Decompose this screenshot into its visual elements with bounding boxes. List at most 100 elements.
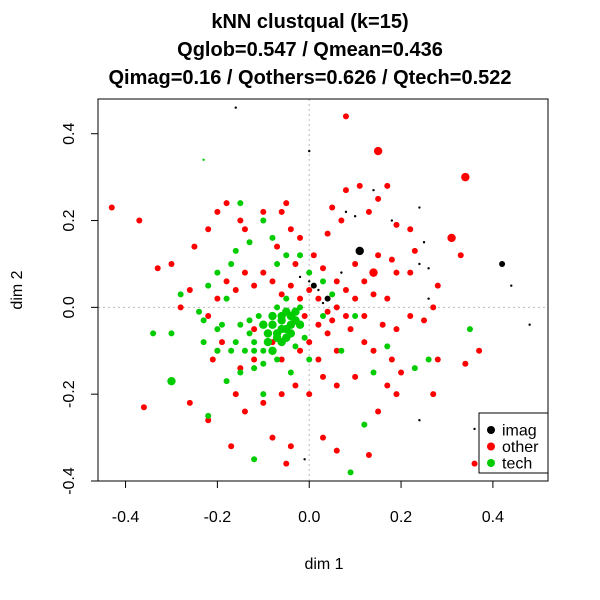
data-point xyxy=(255,313,262,320)
data-point xyxy=(278,391,285,398)
data-point xyxy=(306,356,313,363)
legend-marker-imag xyxy=(487,426,495,434)
data-point xyxy=(251,326,258,333)
data-point xyxy=(234,106,237,109)
y-tick-label: 0.0 xyxy=(61,296,78,318)
data-point xyxy=(241,408,248,415)
data-point xyxy=(329,291,336,298)
data-point xyxy=(177,304,184,311)
data-point xyxy=(274,260,281,267)
data-point xyxy=(268,311,277,321)
data-point xyxy=(329,204,336,211)
data-point xyxy=(292,343,299,350)
data-point xyxy=(352,373,359,380)
data-point xyxy=(241,226,248,233)
data-point xyxy=(361,421,368,428)
data-point xyxy=(200,339,207,346)
data-point xyxy=(425,356,432,363)
data-point xyxy=(269,278,276,285)
data-point xyxy=(361,278,368,285)
data-point xyxy=(324,230,331,237)
data-point xyxy=(205,313,212,320)
data-point xyxy=(200,317,207,324)
x-tick-label: 0.0 xyxy=(298,509,320,526)
data-point xyxy=(168,260,175,267)
data-point xyxy=(375,252,382,259)
data-point xyxy=(268,320,277,329)
data-point xyxy=(338,217,345,224)
data-point xyxy=(310,252,317,259)
data-point xyxy=(223,200,230,207)
data-point xyxy=(473,427,476,431)
data-point xyxy=(301,334,308,341)
data-point xyxy=(223,295,230,302)
data-point xyxy=(352,295,359,302)
series-other xyxy=(108,113,483,467)
data-point xyxy=(177,291,184,298)
data-point xyxy=(218,339,225,346)
data-point xyxy=(306,391,313,398)
data-point xyxy=(292,382,299,389)
data-point xyxy=(283,460,290,467)
data-point xyxy=(297,304,304,311)
data-point xyxy=(373,146,383,156)
data-point xyxy=(338,347,345,354)
data-point xyxy=(384,295,391,302)
data-point xyxy=(342,187,349,194)
data-point xyxy=(228,260,235,267)
series-tech xyxy=(150,158,473,476)
data-point xyxy=(411,247,418,254)
data-point xyxy=(407,313,414,320)
data-point xyxy=(329,317,336,324)
data-point xyxy=(342,313,349,320)
data-point xyxy=(223,278,230,285)
data-point xyxy=(214,295,221,302)
data-point xyxy=(297,234,304,241)
title-line-1: kNN clustqual (k=15) xyxy=(211,11,408,33)
data-point xyxy=(297,347,304,354)
y-axis: -0.4 -0.2 0.0 0.2 0.4 xyxy=(61,123,98,495)
data-point xyxy=(205,226,212,233)
data-point xyxy=(310,282,317,289)
data-point xyxy=(168,330,175,337)
data-point xyxy=(320,278,326,285)
legend-label-tech: tech xyxy=(502,456,532,473)
data-point xyxy=(361,339,368,346)
data-point xyxy=(375,408,382,415)
data-point xyxy=(283,200,290,207)
data-point xyxy=(278,291,285,298)
data-point xyxy=(263,329,273,338)
data-point xyxy=(306,287,313,293)
title-line-2: Qglob=0.547 / Qmean=0.436 xyxy=(177,39,443,61)
data-point xyxy=(196,308,203,315)
data-point xyxy=(407,269,414,276)
data-point xyxy=(297,252,304,259)
data-point xyxy=(251,347,258,354)
data-point xyxy=(398,369,405,376)
data-point xyxy=(333,447,340,454)
chart-title: kNN clustqual (k=15) Qglob=0.547 / Qmean… xyxy=(109,11,512,89)
data-point xyxy=(333,347,340,354)
data-point xyxy=(209,356,216,363)
data-point xyxy=(430,391,437,398)
data-point xyxy=(286,311,296,321)
data-point xyxy=(283,295,290,302)
data-point xyxy=(528,323,531,326)
data-point xyxy=(308,149,311,153)
data-point xyxy=(365,451,372,458)
data-point xyxy=(499,260,506,267)
data-point xyxy=(430,304,437,311)
data-point xyxy=(347,326,354,333)
data-point xyxy=(277,324,286,334)
data-point xyxy=(510,284,513,287)
data-point xyxy=(352,313,359,320)
data-point xyxy=(232,339,239,346)
data-point xyxy=(269,234,276,241)
data-point xyxy=(205,282,212,289)
data-point xyxy=(369,268,378,277)
data-point xyxy=(344,210,348,214)
data-point xyxy=(298,275,302,279)
data-point xyxy=(287,226,294,233)
x-axis-label: dim 1 xyxy=(304,556,343,573)
